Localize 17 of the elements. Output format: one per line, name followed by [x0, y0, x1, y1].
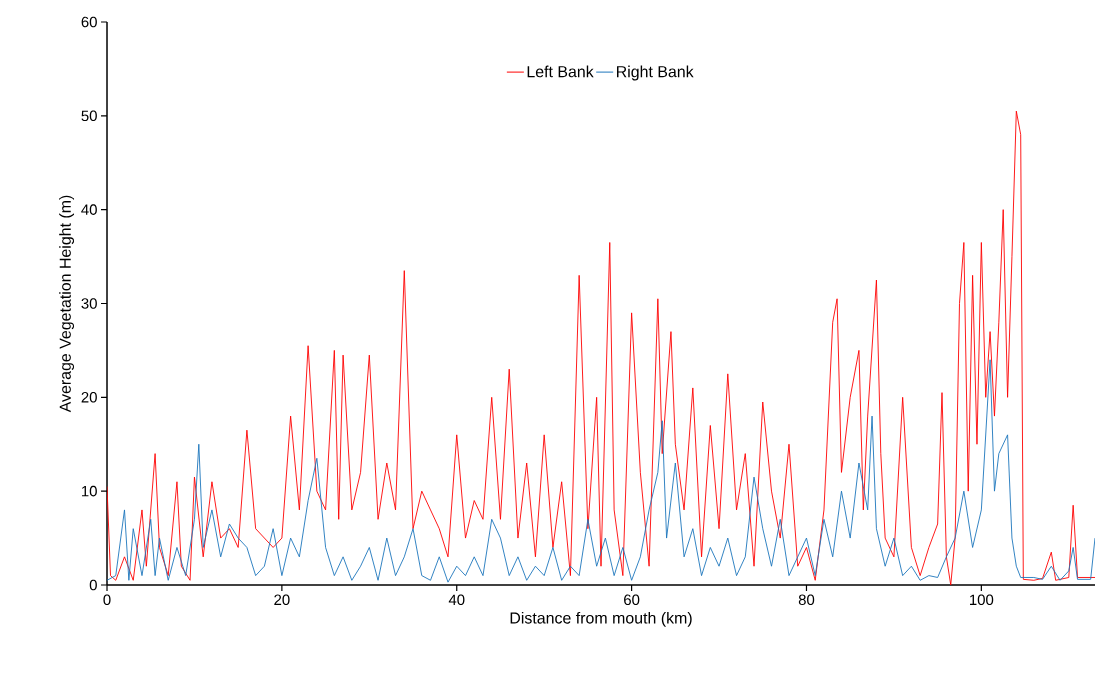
- legend-label: Right Bank: [617, 65, 694, 81]
- x-tick-label: 0: [103, 594, 111, 606]
- x-tick-label: 40: [448, 594, 465, 606]
- y-tick-label: 60: [81, 16, 97, 28]
- y-tick-label: 0: [89, 579, 97, 591]
- y-tick-label: 30: [81, 298, 97, 309]
- legend-label: Left Bank: [527, 65, 594, 78]
- y-tick-label: 50: [81, 110, 97, 122]
- y-tick-label: 40: [81, 204, 97, 215]
- x-tick-label: 20: [274, 594, 290, 606]
- x-tick-label: 80: [798, 594, 815, 606]
- x-tick-label: 60: [624, 594, 640, 606]
- y-axis-title: Average Vegetation Height (m): [59, 195, 75, 413]
- x-tick-label: 100: [970, 594, 994, 606]
- x-axis-title: Distance from mouth (km): [510, 611, 692, 627]
- y-tick-label: 20: [81, 392, 97, 403]
- y-tick-label: 10: [82, 485, 97, 497]
